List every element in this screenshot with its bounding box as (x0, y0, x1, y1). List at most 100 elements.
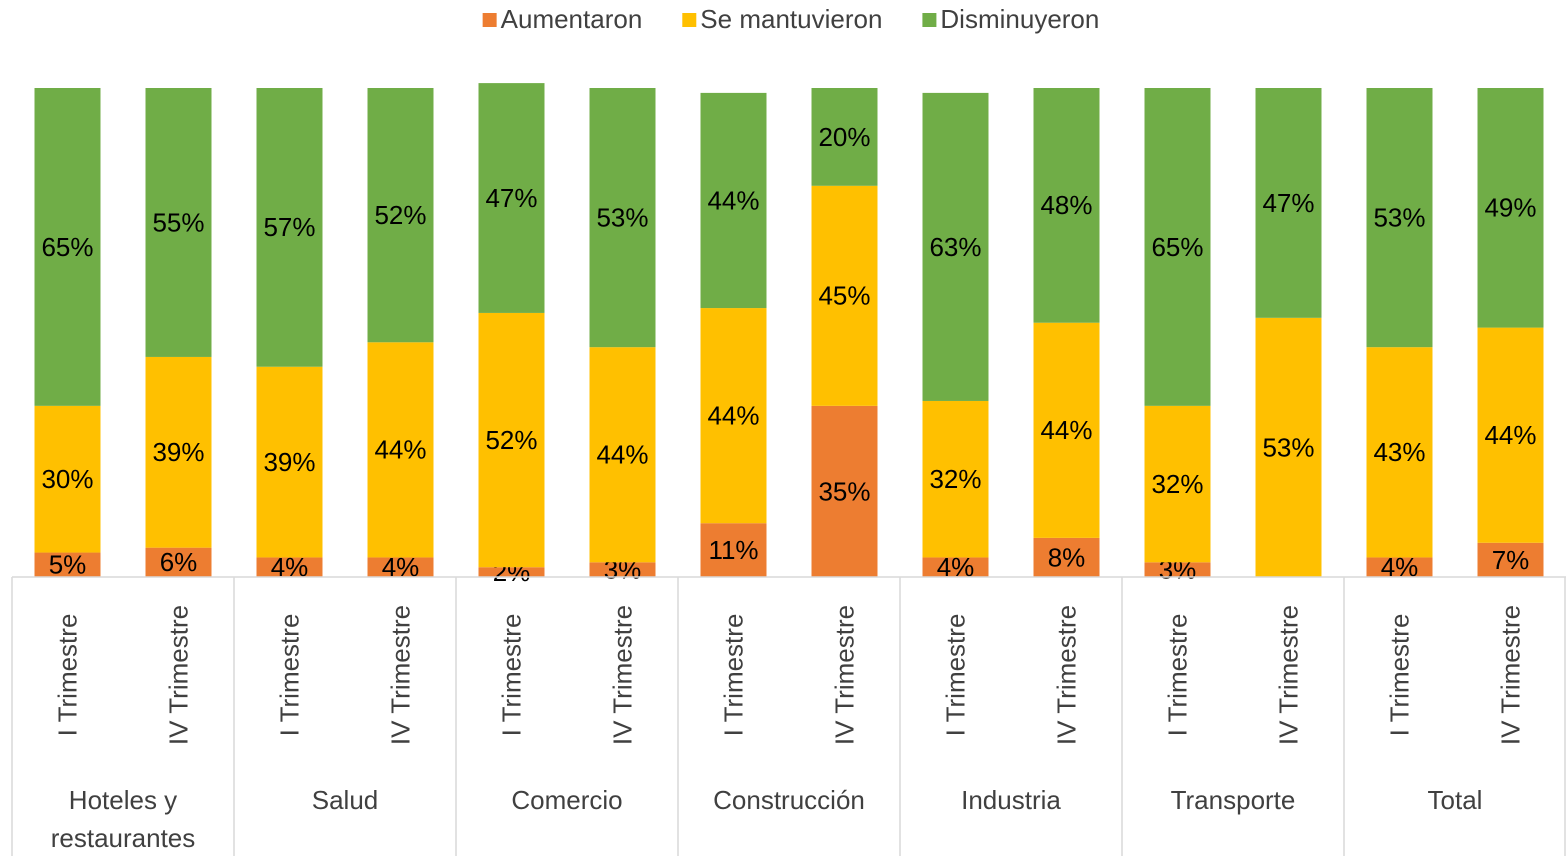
data-label: 30% (41, 464, 93, 494)
data-label: 11% (708, 535, 758, 565)
bar-segment (34, 405, 101, 553)
x-tick-label: IV Trimestre (385, 605, 415, 745)
bar-segment (1477, 88, 1544, 328)
data-label: 32% (1151, 469, 1203, 499)
bar-segment (1366, 88, 1433, 348)
data-label: 8% (1048, 542, 1086, 572)
bar-segment (478, 567, 545, 577)
bar-segment (478, 312, 545, 568)
legend-swatch (682, 13, 697, 27)
bar-segment (256, 557, 323, 577)
x-tick-label: I Trimestre (940, 614, 970, 737)
x-tick-label: IV Trimestre (1051, 605, 1081, 745)
legend-label: Aumentaron (501, 4, 643, 34)
data-label: 53% (1373, 202, 1425, 232)
group-label: Transporte (1170, 785, 1296, 815)
x-tick-label: IV Trimestre (607, 605, 637, 745)
data-label: 57% (263, 212, 315, 242)
data-label: 39% (152, 437, 204, 467)
data-label: 44% (374, 435, 426, 465)
data-label: 44% (596, 440, 648, 470)
x-tick-label: I Trimestre (1384, 614, 1414, 737)
legend-label: Disminuyeron (940, 4, 1099, 34)
data-label: 48% (1040, 190, 1092, 220)
bar-segment (256, 366, 323, 558)
bar-segment (589, 347, 656, 563)
data-label: 5% (49, 550, 87, 580)
bar-segment (1144, 405, 1211, 563)
x-tick-label: IV Trimestre (829, 605, 859, 745)
bar-segment (811, 185, 878, 406)
bar-segment (34, 88, 101, 406)
x-tick-label: I Trimestre (718, 614, 748, 737)
x-tick-label: IV Trimestre (1495, 605, 1525, 745)
bar-segment (1366, 557, 1433, 577)
bar-segment (700, 523, 767, 577)
data-label: 44% (707, 185, 759, 215)
bar-segment (589, 88, 656, 348)
legend-label: Se mantuvieron (700, 4, 882, 34)
data-label: 7% (1492, 545, 1530, 575)
data-label: 20% (818, 122, 870, 152)
data-label: 52% (374, 200, 426, 230)
x-tick-label: IV Trimestre (1273, 605, 1303, 745)
bar-segment (367, 557, 434, 577)
data-label: 65% (1151, 232, 1203, 262)
group-label: Construcción (713, 785, 865, 815)
bar-segment (145, 356, 212, 548)
x-tick-label: IV Trimestre (163, 605, 193, 745)
bar-segment (1255, 88, 1322, 318)
bar-segment (1033, 537, 1100, 577)
data-label: 43% (1373, 437, 1425, 467)
bar-segment (256, 88, 323, 367)
legend-swatch (922, 13, 937, 27)
data-label: 47% (1262, 188, 1314, 218)
data-label: 65% (41, 232, 93, 262)
data-label: 49% (1484, 193, 1536, 223)
data-label: 44% (1040, 415, 1092, 445)
data-label: 63% (929, 232, 981, 262)
data-label: 6% (160, 547, 198, 577)
group-label: Hoteles y restaurantes (50, 785, 196, 853)
bar-segment (1144, 88, 1211, 406)
data-label: 55% (152, 207, 204, 237)
data-label: 45% (818, 281, 870, 311)
bar-segment (922, 557, 989, 577)
data-label: 52% (485, 425, 537, 455)
group-label: Salud (311, 785, 379, 815)
bar-segment (478, 83, 545, 313)
bar-segment (1144, 562, 1211, 577)
data-label: 44% (1484, 420, 1536, 450)
data-label: 47% (485, 183, 537, 213)
data-label: 53% (1262, 432, 1314, 462)
bar-segment (34, 552, 101, 577)
x-tick-label: I Trimestre (496, 614, 526, 737)
data-label: 35% (818, 476, 870, 506)
bar-segment (589, 562, 656, 577)
bar-segment (1477, 542, 1544, 577)
bar-segment (145, 88, 212, 357)
bar-segment (1477, 327, 1544, 543)
bar-segment (367, 342, 434, 558)
bar-segment (700, 308, 767, 524)
bar-segment (1255, 317, 1322, 577)
group-label: Total (1427, 785, 1483, 815)
data-label: 53% (596, 202, 648, 232)
bar-segment (922, 400, 989, 558)
bar-segment (1033, 88, 1100, 323)
group-label: Industria (961, 785, 1061, 815)
group-label: Comercio (511, 785, 623, 815)
x-tick-label: I Trimestre (52, 614, 82, 737)
legend-swatch (482, 13, 497, 27)
data-label: 44% (707, 401, 759, 431)
data-label: 32% (929, 464, 981, 494)
bar-segment (1033, 322, 1100, 538)
bar-segment (145, 547, 212, 577)
x-tick-label: I Trimestre (1162, 614, 1192, 737)
bar-segment (922, 92, 989, 401)
bar-segment (1366, 347, 1433, 558)
data-label: 39% (263, 447, 315, 477)
bar-segment (811, 405, 878, 577)
